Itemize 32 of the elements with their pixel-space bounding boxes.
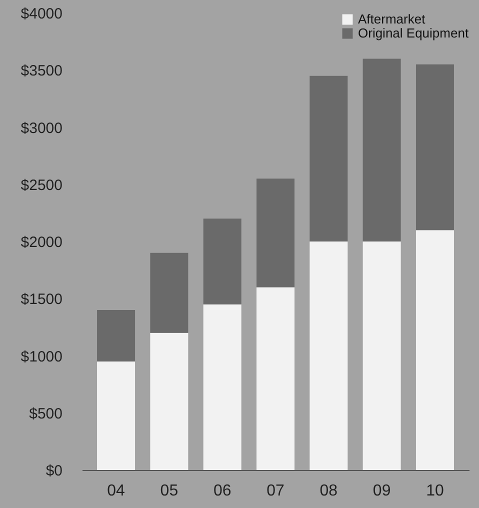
y-tick-label: $4000 — [20, 6, 62, 22]
x-tick-label: 06 — [213, 482, 232, 500]
legend-label: Aftermarket — [358, 12, 426, 26]
y-tick-label: $3500 — [20, 62, 62, 80]
bar — [150, 252, 188, 333]
x-tick-label: 08 — [320, 482, 338, 500]
x-tick-label: 04 — [107, 482, 126, 500]
y-tick-label: $1000 — [20, 348, 62, 366]
bar — [150, 332, 188, 470]
bar — [362, 58, 401, 242]
y-tick-label: $3000 — [20, 120, 62, 137]
bar — [97, 310, 136, 362]
x-tick-label: 10 — [426, 482, 444, 500]
bar — [310, 76, 348, 242]
bar — [256, 178, 294, 288]
bar — [416, 64, 454, 230]
bar — [203, 304, 242, 470]
y-tick-label: $500 — [29, 405, 62, 422]
bar — [310, 242, 348, 470]
x-tick-label: 09 — [372, 482, 391, 500]
bar — [97, 361, 136, 470]
y-tick-label: $2000 — [20, 234, 62, 251]
bar — [416, 230, 454, 470]
bar — [203, 218, 242, 304]
x-tick-label: 05 — [160, 482, 178, 500]
legend-label: Original Equipment — [358, 26, 469, 40]
y-tick-label: $2500 — [20, 176, 62, 194]
x-tick-label: 07 — [266, 482, 284, 500]
bar — [362, 242, 401, 470]
bar — [256, 287, 294, 470]
y-tick-label: $1500 — [20, 291, 62, 308]
y-tick-label: $0 — [46, 462, 62, 480]
